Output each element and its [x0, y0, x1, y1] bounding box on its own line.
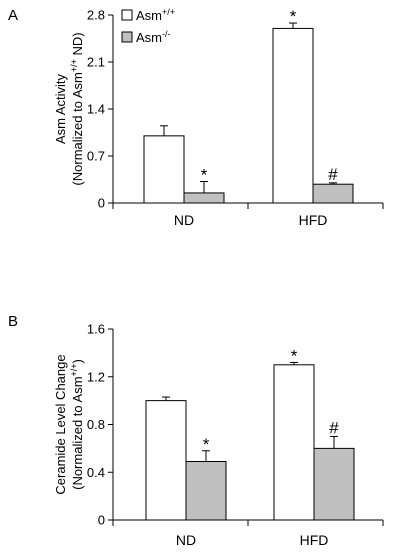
legend: Asm+/+ Asm-/-	[121, 7, 175, 45]
y-axis-label-line2: (Normalized to Asm+/+ ND)	[69, 32, 85, 185]
bar	[272, 27, 314, 204]
legend-swatch	[121, 31, 133, 43]
bar	[185, 461, 227, 521]
legend-entry: Asm+/+	[136, 7, 175, 23]
legend-entry: Asm-/-	[136, 29, 171, 45]
y-tick-label: 1.2	[87, 369, 105, 384]
y-tick-label: 1.6	[87, 322, 105, 337]
significance-marker: *	[201, 166, 208, 185]
category-label: HFD	[300, 532, 329, 548]
y-tick-label: 2.8	[87, 8, 105, 23]
y-tick-label: 0	[98, 513, 105, 528]
y-axis-label: Ceramide Level Change	[53, 354, 68, 494]
y-axis-label-line2: (Normalized to Asm+/+)	[69, 359, 85, 490]
bar	[273, 364, 315, 521]
bar	[183, 192, 225, 204]
significance-marker: *	[203, 435, 210, 454]
category-label: ND	[174, 212, 194, 228]
y-axis-label: Asm Activity	[53, 73, 68, 144]
chart-panel-a: A 0 0.7 1.4 2.1 2.8 ND HFD * * # Asm Activity (Norma…	[8, 7, 384, 228]
significance-marker: #	[328, 165, 338, 184]
category-label: HFD	[299, 212, 328, 228]
legend-swatch	[121, 9, 133, 21]
panel-letter: B	[8, 313, 18, 330]
significance-marker: *	[290, 7, 297, 26]
bar	[143, 135, 185, 204]
y-tick-label: 0	[98, 196, 105, 211]
y-tick-label: 0.4	[87, 465, 105, 480]
y-tick-label: 2.1	[87, 55, 105, 70]
bar	[313, 447, 355, 521]
bar	[312, 183, 354, 204]
panel-letter: A	[8, 7, 18, 24]
significance-marker: *	[291, 346, 298, 365]
category-label: ND	[176, 532, 196, 548]
significance-marker: #	[329, 418, 339, 437]
y-tick-label: 0.8	[87, 417, 105, 432]
bar	[145, 400, 187, 521]
y-tick-label: 0.7	[87, 149, 105, 164]
chart-panel-b: B 0 0.4 0.8 1.2 1.6 ND HFD * * # Ceramide Level Cha…	[8, 313, 384, 548]
y-tick-label: 1.4	[87, 102, 105, 117]
